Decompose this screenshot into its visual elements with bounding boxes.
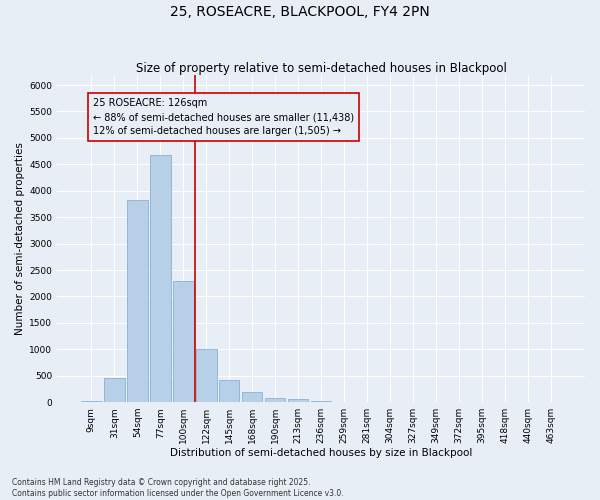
Bar: [196, 348, 217, 402]
Bar: [150, 155, 170, 402]
Bar: [288, 399, 308, 402]
Text: 25 ROSEACRE: 126sqm
← 88% of semi-detached houses are smaller (11,438)
12% of se: 25 ROSEACRE: 126sqm ← 88% of semi-detach…: [93, 98, 355, 136]
Text: 25, ROSEACRE, BLACKPOOL, FY4 2PN: 25, ROSEACRE, BLACKPOOL, FY4 2PN: [170, 5, 430, 19]
Title: Size of property relative to semi-detached houses in Blackpool: Size of property relative to semi-detach…: [136, 62, 506, 74]
Bar: [127, 200, 148, 402]
Bar: [81, 400, 101, 402]
Bar: [219, 380, 239, 402]
Bar: [265, 398, 286, 402]
Bar: [173, 280, 194, 402]
Y-axis label: Number of semi-detached properties: Number of semi-detached properties: [15, 142, 25, 334]
Bar: [104, 378, 125, 402]
X-axis label: Distribution of semi-detached houses by size in Blackpool: Distribution of semi-detached houses by …: [170, 448, 472, 458]
Bar: [311, 400, 331, 402]
Text: Contains HM Land Registry data © Crown copyright and database right 2025.
Contai: Contains HM Land Registry data © Crown c…: [12, 478, 344, 498]
Bar: [242, 392, 262, 402]
